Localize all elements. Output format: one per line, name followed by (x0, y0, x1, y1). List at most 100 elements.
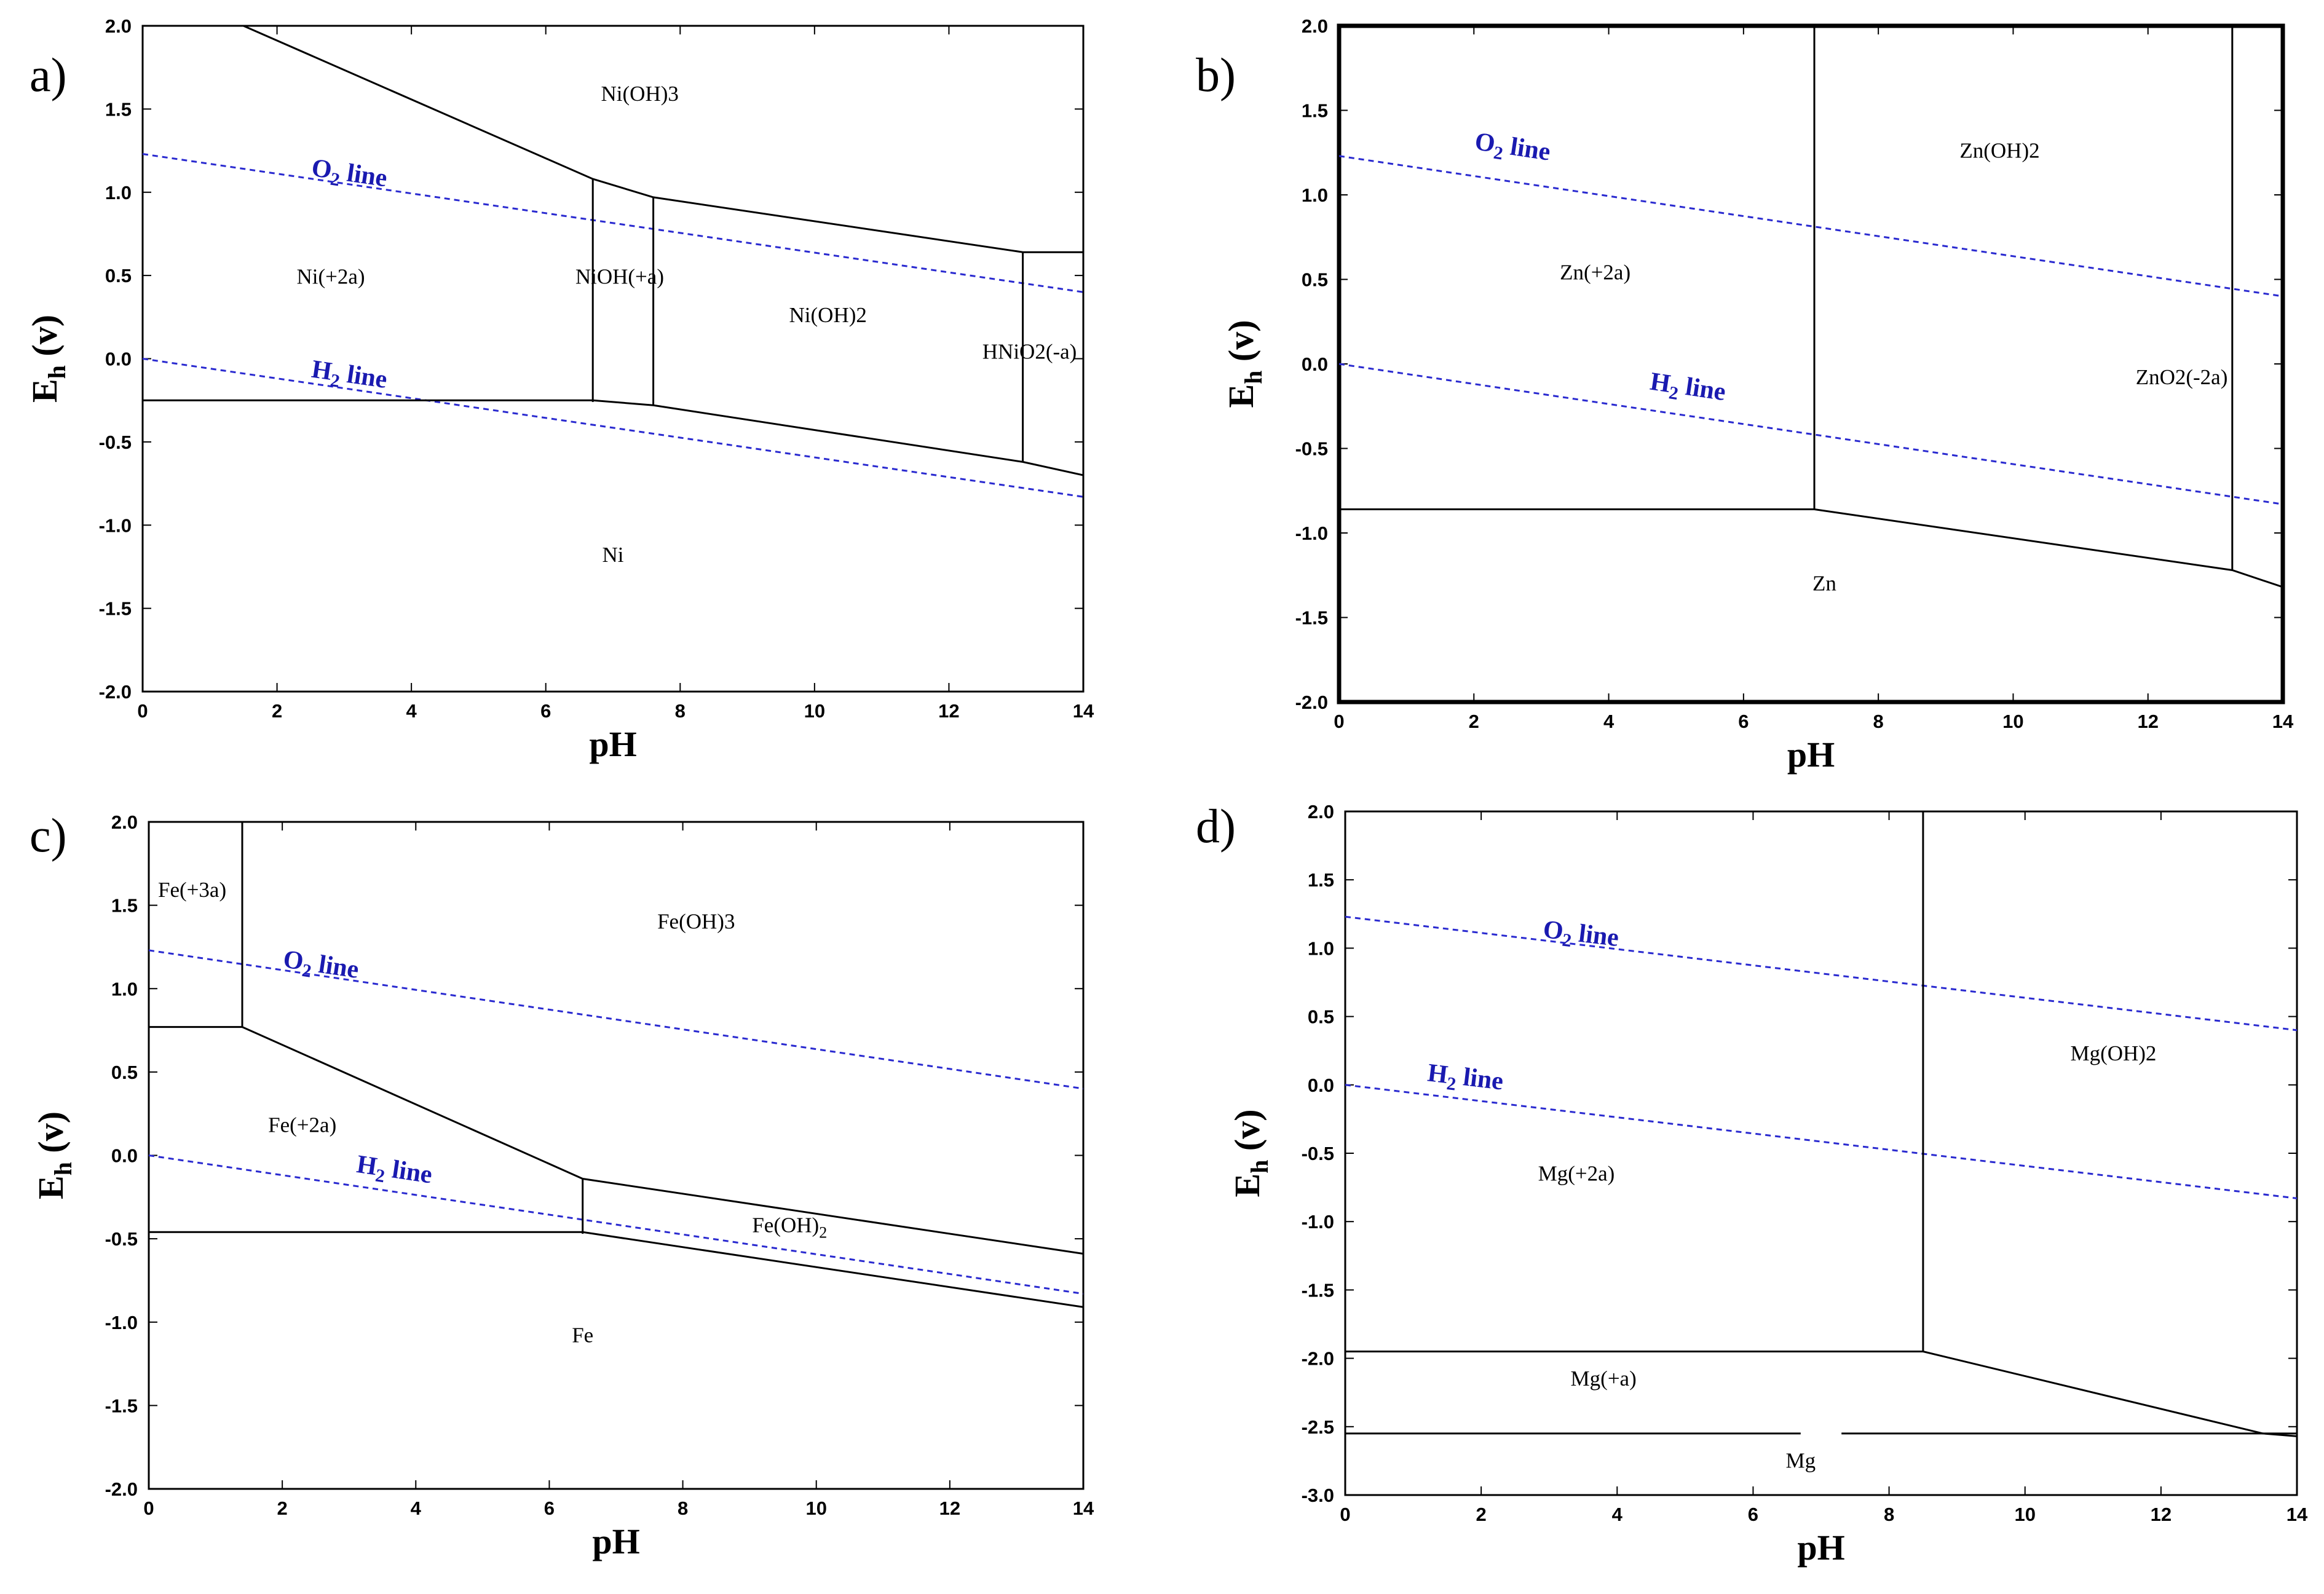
y-axis-label-main: E (31, 1175, 71, 1199)
y-tick-label: 0.0 (1308, 1075, 1334, 1096)
region-label-text: HNiO2(-a) (982, 340, 1077, 364)
y-tick-label: -1.5 (99, 598, 132, 620)
panel-letter: b) (1196, 48, 1236, 101)
o2-line-label: O2 line (1472, 127, 1552, 171)
region-label-text: Fe(OH) (752, 1213, 819, 1237)
phase-boundary (1345, 1351, 2297, 1437)
y-axis-label: Eh (v) (25, 315, 71, 403)
x-tick-label: 4 (411, 1497, 422, 1519)
x-tick-label: 8 (675, 700, 686, 722)
plot-area (1345, 811, 2297, 1437)
y-tick-label: -1.0 (1295, 523, 1328, 544)
region-label: Fe (572, 1323, 593, 1347)
phase-boundary (149, 1231, 1083, 1308)
line-label-subscript: 2 (1445, 1073, 1457, 1095)
region-label-text: Mg(OH)2 (2070, 1041, 2156, 1065)
y-tick-label: -1.0 (99, 515, 132, 536)
y-tick-label: 0.5 (111, 1062, 138, 1083)
y-tick-label: 0.5 (1308, 1006, 1334, 1028)
region-label: Zn (1812, 572, 1836, 596)
x-tick-label: 8 (678, 1497, 688, 1519)
y-tick-label: 1.0 (111, 978, 138, 1000)
line-label-subscript: 2 (374, 1166, 386, 1187)
line-label-species: H (355, 1150, 379, 1181)
region-label: Fe(OH)2 (752, 1213, 827, 1241)
region-label: Zn(OH)2 (1959, 139, 2039, 163)
region-label: Mg(+a) (1571, 1367, 1637, 1391)
panel-d: d) 0 2 4 6 8 10 12 14 2.0 1.5 1.0 0.5 0.0 -0.5 -1.0 -1.5… (1196, 799, 2308, 1568)
x-tick-label: 12 (939, 1497, 960, 1519)
x-tick-label: 4 (1603, 711, 1615, 732)
h2-line-label: H2 line (1426, 1059, 1505, 1100)
x-tick-label: 14 (2286, 1504, 2308, 1525)
y-tick-label: 1.5 (1308, 869, 1334, 891)
o2-stability-line (1345, 915, 2297, 1032)
line-label-text: line (339, 158, 389, 193)
region-label-text: Mg(+2a) (1538, 1161, 1615, 1185)
x-tick-label: 10 (2014, 1504, 2035, 1525)
y-tick-label: 0.5 (105, 265, 132, 286)
x-tick-label: 2 (277, 1497, 288, 1519)
line-label-species: O (282, 945, 306, 976)
y-axis-label: Eh (v) (31, 1111, 77, 1199)
h2-line-label: H2 line (309, 355, 389, 398)
region-label-text: Fe (572, 1323, 593, 1347)
region-label-text: Zn(+2a) (1560, 261, 1630, 285)
y-tick-label: -2.0 (99, 681, 132, 703)
region-label: Ni(OH)2 (789, 303, 867, 327)
h2-stability-line (1339, 363, 2283, 505)
x-axis-label: pH (589, 724, 636, 764)
h2-stability-line (149, 1154, 1083, 1295)
line-label-species: O (1473, 127, 1497, 158)
y-axis-label: Eh (v) (1227, 1109, 1273, 1197)
line-label-text: line (1455, 1062, 1505, 1096)
region-label-text: Ni(OH)2 (789, 303, 867, 327)
o2-line-label: O2 line (309, 154, 389, 197)
y-tick-label: -3.0 (1302, 1485, 1334, 1506)
region-label: Ni(OH)3 (601, 82, 679, 106)
region-label: Ni (603, 543, 624, 567)
x-tick-label: 12 (2137, 711, 2158, 732)
region-label-text: Mg(+a) (1571, 1367, 1637, 1391)
x-tick-label: 0 (143, 1497, 154, 1519)
region-label-subscript: 2 (819, 1223, 827, 1241)
y-axis-label-unit: (v) (25, 315, 65, 365)
line-label-subscript: 2 (329, 370, 341, 392)
plot-frame (1337, 23, 2285, 704)
y-axis-label: Eh (v) (1221, 320, 1267, 408)
region-label: Fe(+3a) (158, 878, 226, 902)
panel-letter: d) (1196, 799, 1236, 853)
y-tick-label: 0.0 (105, 349, 132, 370)
y-axis-label-sub: h (1239, 371, 1267, 384)
y-tick-label: 2.0 (1308, 801, 1334, 823)
region-label: Mg (1786, 1449, 1816, 1473)
y-tick-label: 0.5 (1302, 269, 1328, 291)
y-tick-label: -1.5 (1295, 607, 1328, 629)
panel-b: b) 0 2 4 6 8 10 12 14 2.0 1.5 1.0 0.5 0.0 -0.5 -1.0 -1.5… (1196, 15, 2294, 775)
y-tick-label: 1.0 (1308, 937, 1334, 959)
y-axis-label-unit: (v) (31, 1111, 71, 1162)
x-tick-label: 0 (1340, 1504, 1350, 1525)
panel-letter: a) (30, 48, 67, 101)
line-label-subscript: 2 (301, 960, 313, 982)
region-label: Ni(+2a) (296, 265, 365, 289)
y-tick-label: 1.5 (111, 895, 138, 917)
line-label-text: line (1677, 372, 1728, 407)
line-label-text: line (339, 360, 389, 395)
x-tick-label: 10 (2002, 711, 2023, 732)
y-axis-label-main: E (25, 379, 65, 403)
line-label-species: H (1648, 368, 1672, 398)
region-label-text: Fe(+3a) (158, 878, 226, 902)
y-axis-label-main: E (1221, 384, 1261, 408)
x-tick-label: 14 (1073, 1497, 1094, 1519)
region-label-text: Fe(+2a) (268, 1113, 336, 1137)
region-label-text: ZnO2(-2a) (2136, 365, 2228, 389)
y-axis-label-unit: (v) (1221, 320, 1261, 370)
y-axis-label-main: E (1227, 1174, 1267, 1197)
region-label-text: Ni (603, 543, 624, 567)
region-label: ZnO2(-2a) (2136, 365, 2228, 389)
y-tick-label: 2.0 (111, 811, 138, 833)
phase-boundary (143, 399, 1083, 476)
plot-frame (148, 821, 1085, 1490)
